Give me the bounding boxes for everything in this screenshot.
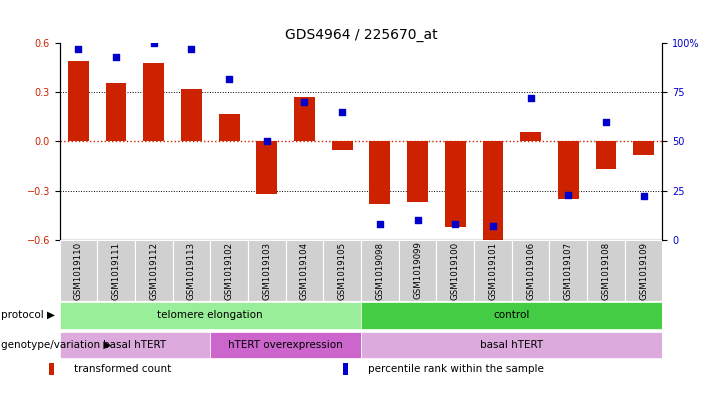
Point xyxy=(374,221,386,227)
Bar xyxy=(257,141,277,194)
Bar xyxy=(474,240,512,301)
Bar xyxy=(550,240,587,301)
Point xyxy=(449,221,461,227)
Bar xyxy=(587,240,625,301)
Text: GSM1019106: GSM1019106 xyxy=(526,242,535,300)
Bar xyxy=(172,240,210,301)
Text: percentile rank within the sample: percentile rank within the sample xyxy=(368,364,544,374)
Text: basal hTERT: basal hTERT xyxy=(480,340,543,350)
Text: GSM1019110: GSM1019110 xyxy=(74,242,83,300)
Point xyxy=(412,217,423,223)
Point xyxy=(148,40,159,46)
Bar xyxy=(135,240,172,301)
Bar xyxy=(436,240,474,301)
Bar xyxy=(407,141,428,202)
Text: transformed count: transformed count xyxy=(74,364,171,374)
Bar xyxy=(68,61,89,141)
Bar xyxy=(361,332,662,358)
Text: GSM1019107: GSM1019107 xyxy=(564,242,573,300)
Bar xyxy=(210,240,248,301)
Text: control: control xyxy=(494,310,530,320)
Text: hTERT overexpression: hTERT overexpression xyxy=(229,340,343,350)
Bar xyxy=(97,240,135,301)
Bar xyxy=(369,141,390,204)
Bar xyxy=(399,240,436,301)
Point xyxy=(638,193,649,200)
Bar xyxy=(332,141,353,150)
Text: GSM1019108: GSM1019108 xyxy=(601,242,611,300)
Bar xyxy=(294,97,315,141)
Point xyxy=(299,99,310,105)
Point xyxy=(224,75,235,82)
Bar xyxy=(482,141,503,240)
Point xyxy=(487,223,498,229)
Text: GSM1019105: GSM1019105 xyxy=(338,242,347,300)
Text: protocol ▶: protocol ▶ xyxy=(1,310,55,320)
Bar xyxy=(343,363,348,375)
Bar xyxy=(49,363,54,375)
Bar xyxy=(60,302,361,329)
Bar xyxy=(323,240,361,301)
Point xyxy=(186,46,197,52)
Text: GSM1019112: GSM1019112 xyxy=(149,242,158,300)
Bar xyxy=(361,240,399,301)
Text: GSM1019113: GSM1019113 xyxy=(187,242,196,300)
Bar xyxy=(286,240,323,301)
Bar xyxy=(361,302,662,329)
Text: telomere elongation: telomere elongation xyxy=(158,310,263,320)
Bar xyxy=(520,132,541,141)
Point xyxy=(111,54,122,60)
Text: GSM1019109: GSM1019109 xyxy=(639,242,648,299)
Title: GDS4964 / 225670_at: GDS4964 / 225670_at xyxy=(285,28,437,42)
Bar xyxy=(625,240,662,301)
Text: GSM1019101: GSM1019101 xyxy=(489,242,498,300)
Text: GSM1019103: GSM1019103 xyxy=(262,242,271,300)
Text: GSM1019100: GSM1019100 xyxy=(451,242,460,300)
Bar xyxy=(181,89,202,141)
Bar xyxy=(248,240,286,301)
Bar xyxy=(445,141,465,227)
Bar xyxy=(60,332,210,358)
Bar xyxy=(558,141,578,199)
Bar xyxy=(596,141,616,169)
Text: GSM1019098: GSM1019098 xyxy=(375,242,384,299)
Point xyxy=(600,119,611,125)
Point xyxy=(525,95,536,101)
Text: GSM1019111: GSM1019111 xyxy=(111,242,121,300)
Bar xyxy=(106,83,126,141)
Point xyxy=(336,109,348,115)
Text: GSM1019104: GSM1019104 xyxy=(300,242,309,300)
Point xyxy=(73,46,84,52)
Point xyxy=(563,191,574,198)
Bar xyxy=(60,240,97,301)
Bar xyxy=(210,332,361,358)
Bar xyxy=(512,240,550,301)
Text: GSM1019102: GSM1019102 xyxy=(224,242,233,300)
Bar xyxy=(219,114,240,141)
Point xyxy=(261,138,273,145)
Text: basal hTERT: basal hTERT xyxy=(103,340,167,350)
Bar xyxy=(633,141,654,154)
Text: genotype/variation ▶: genotype/variation ▶ xyxy=(1,340,111,350)
Text: GSM1019099: GSM1019099 xyxy=(413,242,422,299)
Bar xyxy=(144,63,164,141)
